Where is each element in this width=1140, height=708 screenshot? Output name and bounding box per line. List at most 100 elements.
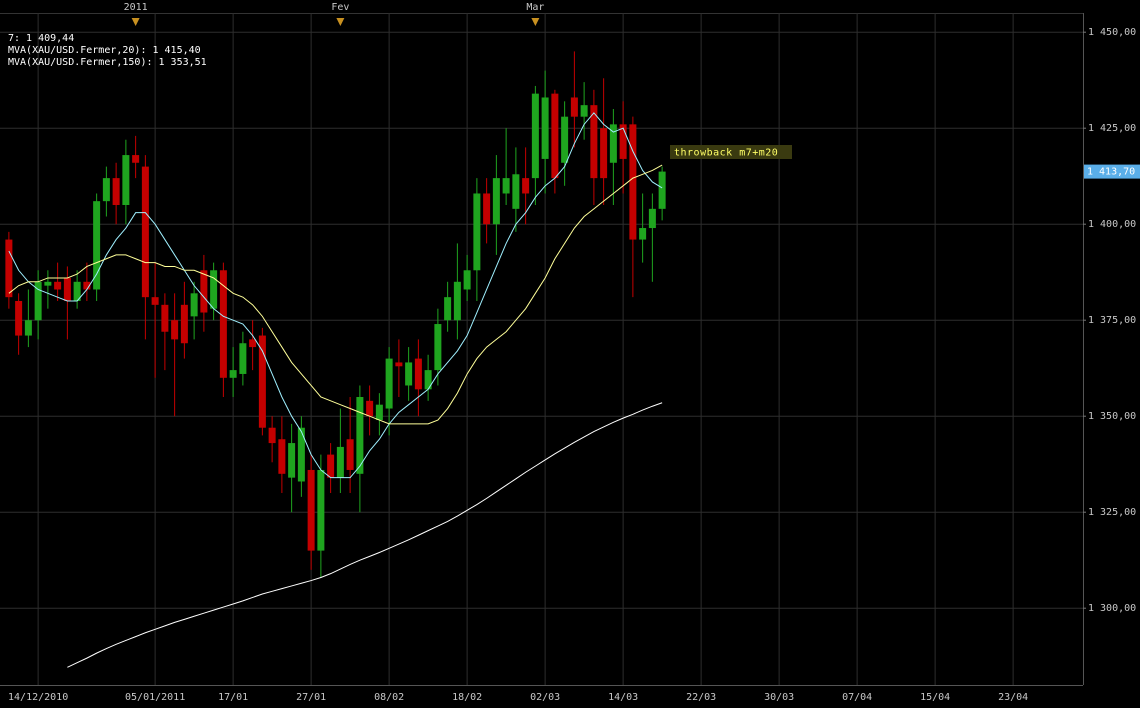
candle-body bbox=[161, 304, 169, 332]
candle-body bbox=[483, 193, 491, 225]
candle-body bbox=[648, 208, 656, 229]
period-label: 2011 bbox=[124, 2, 148, 13]
x-tick-label: 07/04 bbox=[842, 692, 872, 703]
x-tick-label: 08/02 bbox=[374, 692, 404, 703]
candle-body bbox=[171, 320, 179, 340]
candle-body bbox=[219, 270, 227, 378]
x-tick-label: 23/04 bbox=[998, 692, 1028, 703]
period-label: Fev bbox=[331, 2, 349, 13]
candle-body bbox=[522, 178, 530, 194]
candle-body bbox=[580, 105, 588, 117]
candle-body bbox=[210, 270, 218, 309]
candle-body bbox=[444, 297, 452, 321]
annotation-background bbox=[670, 145, 792, 159]
candle-body bbox=[288, 443, 296, 478]
candle-body bbox=[34, 281, 42, 321]
candle-body bbox=[200, 270, 208, 313]
candle-body bbox=[395, 362, 403, 367]
candle-body bbox=[473, 193, 481, 271]
x-tick-label: 30/03 bbox=[764, 692, 794, 703]
candle-body bbox=[600, 128, 608, 179]
y-tick-label: 1 400,00 bbox=[1088, 219, 1136, 230]
y-tick-label: 1 300,00 bbox=[1088, 603, 1136, 614]
candle-body bbox=[93, 201, 101, 290]
candle-body bbox=[83, 281, 91, 290]
candle-body bbox=[639, 228, 647, 240]
moving-average-line bbox=[67, 402, 663, 668]
y-tick-label: 1 425,00 bbox=[1088, 123, 1136, 134]
overlay: 1 300,00 1 325,00 1 350,00 1 375,00 1 400,00… bbox=[8, 2, 1140, 703]
candle-body bbox=[570, 97, 578, 117]
candle-body bbox=[551, 93, 559, 179]
x-tick-label: 27/01 bbox=[296, 692, 326, 703]
candle-body bbox=[132, 155, 140, 163]
x-tick-label: 18/02 bbox=[452, 692, 482, 703]
candle-body bbox=[112, 178, 120, 205]
candle-body bbox=[609, 124, 617, 163]
candle-body bbox=[336, 446, 344, 478]
moving-average-line bbox=[8, 112, 663, 479]
candle-body bbox=[102, 178, 110, 202]
x-tick-label: 15/04 bbox=[920, 692, 950, 703]
candle-body bbox=[366, 400, 374, 417]
x-tick-label: 05/01/2011 bbox=[125, 692, 185, 703]
candle-body bbox=[405, 362, 413, 386]
candle-body bbox=[151, 297, 159, 305]
last-price-label: 1 413,70 bbox=[1087, 167, 1135, 178]
candle-body bbox=[531, 93, 539, 179]
candle-body bbox=[5, 239, 13, 298]
candle-body bbox=[658, 171, 666, 209]
candle-body bbox=[463, 270, 471, 290]
candle-body bbox=[590, 105, 598, 179]
annotation-text: throwback m7+m20 bbox=[674, 148, 778, 159]
candle-body bbox=[63, 277, 71, 301]
candle-body bbox=[278, 439, 286, 474]
candle-body bbox=[327, 454, 335, 478]
candle-body bbox=[141, 166, 149, 298]
candle-body bbox=[297, 427, 305, 482]
period-marker bbox=[531, 18, 540, 26]
period-label: Mar bbox=[526, 2, 544, 13]
candle-body bbox=[541, 97, 549, 159]
candle-body bbox=[229, 370, 237, 378]
candle-body bbox=[180, 304, 188, 344]
x-tick-label: 17/01 bbox=[218, 692, 248, 703]
plot-area bbox=[5, 51, 666, 668]
moving-average-line bbox=[8, 164, 663, 425]
candle-body bbox=[346, 439, 354, 470]
candle-body bbox=[73, 281, 81, 301]
candle-body bbox=[190, 293, 198, 317]
candle-body bbox=[375, 404, 383, 421]
candle-body bbox=[15, 301, 23, 336]
legend-entry: 7: 1 409,44 bbox=[8, 33, 74, 44]
candle-body bbox=[122, 155, 130, 205]
candle-body bbox=[561, 116, 569, 163]
candle-body bbox=[414, 358, 422, 390]
candle-body bbox=[385, 358, 393, 409]
candle-body bbox=[356, 397, 364, 474]
candle-body bbox=[258, 335, 266, 428]
candle-body bbox=[24, 320, 32, 336]
candle-body bbox=[239, 343, 247, 374]
candle-body bbox=[619, 124, 627, 159]
candle-body bbox=[502, 178, 510, 194]
period-marker bbox=[131, 18, 140, 26]
candle-body bbox=[317, 469, 325, 551]
y-tick-label: 1 325,00 bbox=[1088, 507, 1136, 518]
y-tick-label: 1 450,00 bbox=[1088, 27, 1136, 38]
x-tick-label: 14/12/2010 bbox=[8, 692, 68, 703]
candle-body bbox=[249, 339, 257, 348]
legend-entry: MVA(XAU/USD.Fermer,20): 1 415,40 bbox=[8, 45, 201, 56]
candle-body bbox=[54, 281, 62, 290]
period-marker bbox=[336, 18, 345, 26]
x-tick-label: 22/03 bbox=[686, 692, 716, 703]
candle-body bbox=[434, 324, 442, 371]
candle-body bbox=[307, 469, 315, 551]
x-tick-label: 14/03 bbox=[608, 692, 638, 703]
y-tick-label: 1 375,00 bbox=[1088, 315, 1136, 326]
candle-body bbox=[424, 370, 432, 390]
candle-body bbox=[492, 178, 500, 225]
